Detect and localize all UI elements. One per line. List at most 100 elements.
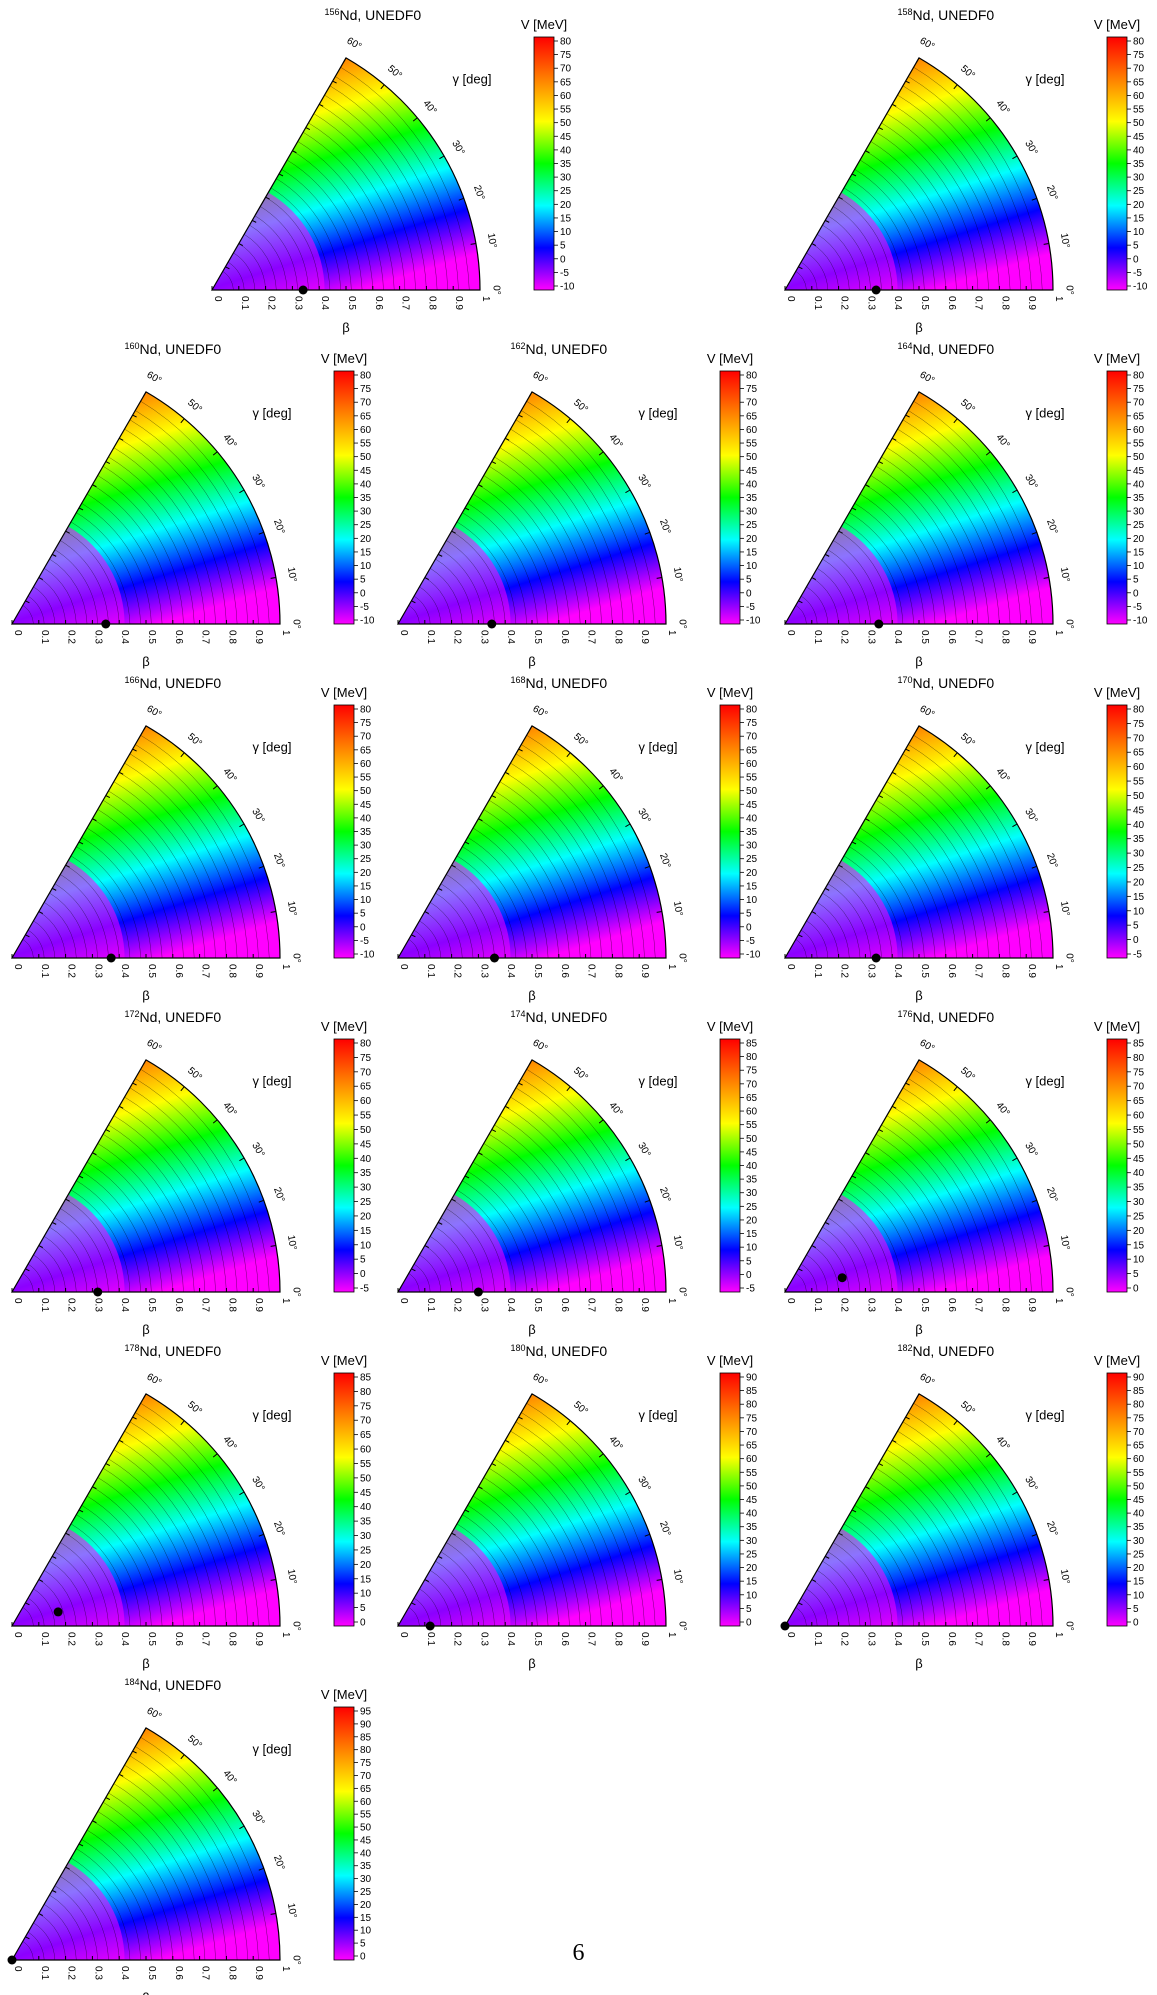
contour-line (113, 1783, 216, 1961)
edge-tick-mark (798, 934, 803, 938)
colorbar-tick-label: 60 (360, 425, 372, 436)
edge-tick-mark (891, 1439, 897, 1443)
beta-tick-label: 0.7 (586, 964, 597, 978)
edge-tick-mark (811, 1245, 817, 1249)
edge-tick-mark (51, 887, 57, 891)
gamma-tick-mark (212, 1119, 218, 1124)
beta-tick-label: 0.7 (586, 630, 597, 644)
contour-line (806, 252, 829, 291)
beta-axis-label: β (915, 988, 922, 1003)
beta-tick-label: 1 (280, 630, 291, 636)
contour-line (817, 902, 850, 959)
beta-tick-label: 0.3 (92, 1632, 103, 1646)
colorbar-tick-label: 45 (1133, 466, 1145, 477)
colorbar-tick-label: 50 (360, 1823, 372, 1834)
colorbar-tick-label: 5 (360, 575, 366, 586)
contour-line (795, 939, 807, 959)
gamma-tick-mark (656, 1578, 663, 1581)
contour-line (430, 568, 463, 625)
colorbar-tick-label: 0 (360, 588, 366, 599)
minimum-marker (473, 1287, 483, 1297)
contour-line (854, 503, 925, 625)
beta-tick-label: 0.8 (999, 964, 1010, 978)
beta-tick-label: 0.2 (66, 1632, 77, 1646)
edge-tick-mark (65, 530, 70, 534)
edge-tick-mark (332, 80, 337, 84)
edge-tick-mark (824, 1555, 830, 1559)
contour-line (886, 781, 989, 959)
edge-tick-mark (25, 1268, 30, 1272)
colorbar (719, 1372, 741, 1627)
contour-line (505, 772, 613, 959)
colorbar-tick-label: 60 (360, 1445, 372, 1456)
contour-line (408, 605, 420, 625)
contour-line (54, 1217, 99, 1293)
beta-tick-label: 0.2 (266, 296, 277, 310)
colorbar-tick-label: 35 (1133, 159, 1145, 170)
contour-line (108, 456, 206, 625)
gamma-tick-label: 0° (290, 619, 301, 629)
contour-line (60, 874, 109, 959)
contour-line (102, 1133, 195, 1293)
beta-tick-label: 0.1 (39, 1966, 50, 1980)
gamma-tick-mark (142, 1059, 147, 1065)
colorbar-tick-label: 35 (746, 827, 758, 838)
beta-tick-label: 0.3 (92, 1966, 103, 1980)
colorbar-tick-label: 5 (746, 575, 752, 586)
contour-line (505, 438, 613, 625)
colorbar-tick-label: 25 (1133, 186, 1145, 197)
contour-line (119, 1440, 227, 1627)
colorbar-tick-label: 80 (746, 705, 758, 716)
contour-line (424, 911, 452, 959)
contour-line (446, 874, 495, 959)
contour-line (913, 66, 1043, 291)
colorbar-tick-label: 60 (360, 759, 372, 770)
contour-line (859, 493, 936, 625)
beta-tick-label: 0.1 (239, 296, 250, 310)
contour-line (897, 428, 1011, 625)
contour-line (129, 1087, 249, 1293)
beta-tick-label: 0.2 (839, 1632, 850, 1646)
contour-line (49, 1560, 88, 1627)
contour-line (827, 549, 872, 625)
contour-line (70, 855, 131, 959)
gamma-tick-mark (270, 576, 277, 579)
edge-tick-mark (838, 196, 843, 200)
colorbar-tick-label: 30 (1133, 1197, 1145, 1208)
colorbar-tick-label: 55 (360, 1459, 372, 1470)
gamma-tick-mark (239, 1491, 245, 1496)
gamma-tick-mark (1043, 576, 1050, 579)
gamma-tick-mark (458, 197, 465, 201)
contour-line (806, 586, 829, 625)
contour-line (870, 475, 957, 625)
beta-tick-label: 0.6 (173, 1632, 184, 1646)
colorbar-tick-label: 30 (1133, 173, 1145, 184)
panel-162nd: 0 0.1 0.2 0.3 0.4 0.5 0.6 0.7 0.8 0.9 10° 10° 20° 30°… (396, 341, 761, 669)
contour-line (419, 1588, 442, 1627)
gamma-tick-mark (528, 391, 533, 397)
colorbar-tick-label: 20 (1133, 1563, 1145, 1574)
gamma-tick-label: 20° (657, 518, 673, 536)
contour-line (478, 1486, 560, 1627)
contour-line (478, 818, 560, 959)
beta-tick-label: 0.2 (66, 964, 77, 978)
colorbar-tick-label: 20 (1133, 200, 1145, 211)
beta-tick-label: 0.8 (426, 296, 437, 310)
colorbar-tick-label: 5 (360, 1939, 366, 1950)
gamma-tick-mark (915, 391, 920, 397)
colorbar-tick-label: 15 (360, 1226, 372, 1237)
gamma-tick-label: 60° (531, 1372, 550, 1389)
contour-line (875, 1467, 968, 1627)
beta-tick-label: 0 (398, 630, 409, 636)
beta-tick-label: 0.8 (612, 964, 623, 978)
colorbar-tick-label: 75 (360, 1401, 372, 1412)
gamma-tick-label: 20° (271, 1854, 287, 1872)
contour-line (833, 540, 882, 625)
colorbar-tick-label: 25 (360, 1197, 372, 1208)
edge-tick-mark (838, 530, 843, 534)
edge-tick-mark (891, 437, 897, 441)
colorbar-tick-label: 10 (746, 561, 758, 572)
contour-line (108, 1458, 206, 1627)
colorbar-tick-label: 5 (746, 1604, 752, 1615)
edge-tick-mark (464, 507, 470, 511)
